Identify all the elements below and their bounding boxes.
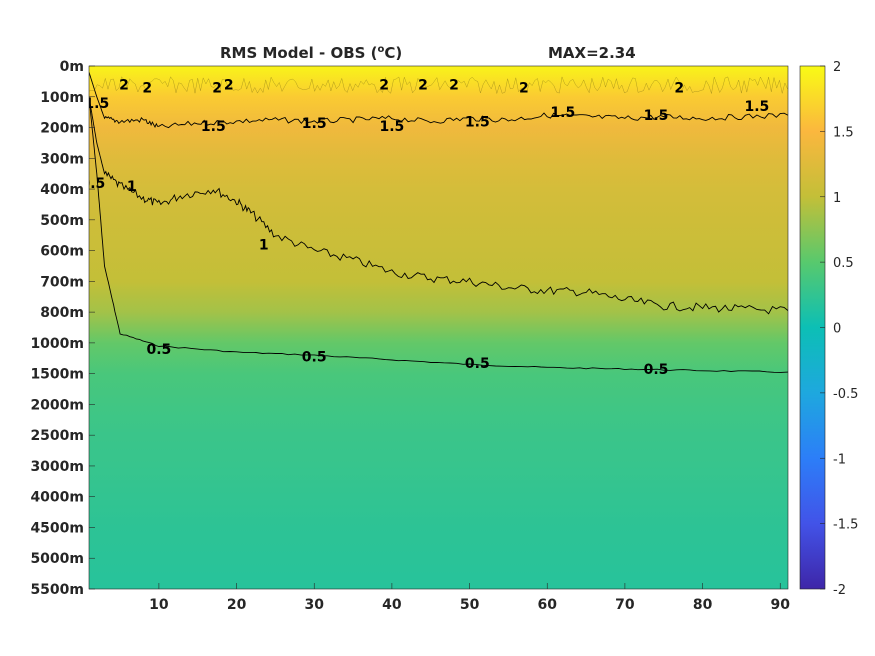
contour-label: 2 — [142, 81, 152, 97]
contour-label: 1.5 — [465, 114, 490, 130]
heatmap-field — [89, 66, 788, 589]
contour-label: 1.5 — [302, 116, 327, 132]
title-text: RMS Model - OBS ( — [220, 44, 378, 62]
contour-label: 2 — [379, 78, 389, 94]
colorbar-tick-label: 0.5 — [833, 256, 854, 271]
y-tick-label: 600m — [40, 244, 84, 260]
y-tick-label: 3000m — [30, 459, 84, 475]
contour-label: 1.5 — [84, 96, 109, 112]
colorbar-tick-label: -2 — [833, 583, 846, 598]
colorbar-tick-label: -1 — [833, 452, 846, 467]
y-tick-label: 5500m — [30, 582, 84, 598]
colorbar-tick-label: -1.5 — [833, 518, 858, 533]
contour-line-1-5 — [89, 72, 788, 129]
contour-line-1 — [89, 96, 788, 315]
contour-label: 0.5 — [146, 342, 171, 358]
y-tick-label: 2500m — [30, 428, 84, 444]
chart-title: RMS Model - OBS (oC) — [220, 44, 402, 62]
x-tick-label: 80 — [693, 597, 713, 613]
colorbar-tick-label: 1.5 — [833, 125, 854, 140]
contour-label: 2 — [119, 78, 129, 94]
contour-label: 2 — [224, 78, 234, 94]
colorbar-tick-label: -0.5 — [833, 387, 858, 402]
contour-label: 0.5 — [465, 356, 490, 372]
x-tick-label: 70 — [615, 597, 635, 613]
x-tick-label: 30 — [304, 597, 324, 613]
contour-label: 2 — [519, 81, 529, 97]
contour-label: 1 — [127, 179, 137, 195]
svg-text:RMS Model - OBS (oC): RMS Model - OBS (oC) — [220, 44, 402, 62]
x-tick-label: 90 — [770, 597, 790, 613]
contour-label: 1.5 — [201, 119, 226, 135]
x-tick-label: 50 — [460, 597, 480, 613]
y-tick-label: 700m — [40, 274, 84, 290]
x-tick-label: 60 — [537, 597, 557, 613]
contour-line-0-5 — [89, 96, 788, 373]
contour-label: 1.5 — [379, 119, 404, 135]
contour-label: 2 — [674, 81, 684, 97]
colorbar-tick-label: 1 — [833, 191, 841, 206]
y-tick-label: 1000m — [30, 336, 84, 352]
contour-label: 1.5 — [744, 99, 769, 115]
x-tick-label: 20 — [227, 597, 247, 613]
colorbar-ticks: 2 1.5 1 0.5 0 -0.5 -1 -1.5 -2 — [820, 60, 858, 598]
plot-frame — [88, 65, 789, 590]
y-tick-label: 500m — [40, 213, 84, 229]
y-tick-label: 4500m — [30, 521, 84, 537]
y-axis-ticks: 0m 100m 200m 300m 400m 500m 600m 700m 800m 1000m 1… — [30, 59, 95, 598]
colorbar-tick-label: 2 — [833, 60, 841, 75]
contour-label: 1.5 — [550, 105, 575, 121]
contour-label: 1.5 — [644, 108, 669, 124]
title-unit: C) — [384, 44, 402, 62]
y-tick-label: 0m — [60, 59, 84, 75]
y-tick-label: 1500m — [30, 367, 84, 383]
contour-label: 2 — [449, 78, 459, 94]
x-axis-ticks: 10 20 30 40 50 60 70 80 90 — [149, 583, 790, 613]
contour-label: 1 — [259, 237, 269, 253]
y-tick-label: 200m — [40, 121, 84, 137]
colorbar-tick-label: 0 — [833, 322, 841, 337]
y-tick-label: 800m — [40, 305, 84, 321]
contour-labels: 2 2 2 2 2 2 2 2 21.51.5 1.5 1.5 1.51.5 1.51.5110.50.… — [80, 78, 769, 379]
x-tick-label: 40 — [382, 597, 402, 613]
y-tick-label: 5000m — [30, 551, 84, 567]
title-unit-superscript: o — [378, 44, 385, 55]
contour-label: 0.5 — [80, 176, 105, 192]
y-tick-label: 400m — [40, 182, 84, 198]
x-tick-label: 10 — [149, 597, 169, 613]
contour-label: 0.5 — [302, 350, 327, 366]
max-value-label: MAX=2.34 — [548, 44, 636, 62]
heatmap-cells — [89, 66, 788, 589]
y-tick-label: 100m — [40, 90, 84, 106]
y-tick-label: 300m — [40, 151, 84, 167]
contour-label: 2 — [212, 81, 222, 97]
contour-label: 0.5 — [644, 362, 669, 378]
plot-area: 2 2 2 2 2 2 2 2 21.51.5 1.5 1.5 1.51.5 1.51.5110.50.… — [80, 66, 788, 589]
y-tick-label: 2000m — [30, 397, 84, 413]
contour-line-2 — [89, 75, 788, 95]
y-tick-label: 4000m — [30, 490, 84, 506]
contour-lines — [89, 72, 788, 373]
contour-label: 2 — [418, 78, 428, 94]
